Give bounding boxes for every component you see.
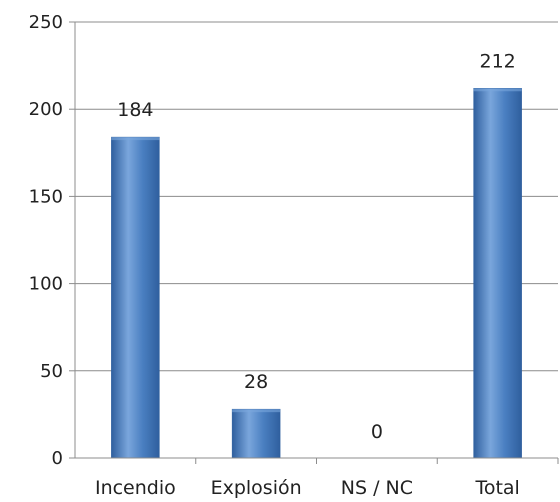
data-label: 0 [371, 421, 383, 443]
data-label: 28 [244, 371, 268, 393]
bar-top-highlight [473, 88, 522, 92]
x-tick-label: NS / NC [341, 477, 413, 499]
y-tick-label: 0 [52, 448, 63, 469]
bar-top-highlight [232, 409, 281, 413]
bar-incendio [111, 136, 160, 459]
data-label: 184 [117, 99, 153, 121]
x-tick-label: Total [474, 477, 519, 499]
y-tick-label: 200 [29, 99, 63, 120]
bar-total [473, 88, 522, 459]
data-label: 212 [479, 50, 515, 72]
bar-explosi-n [231, 408, 281, 459]
axes [69, 21, 559, 464]
x-tick-labels: Incendio Explosión NS / NC Total [95, 477, 520, 499]
y-tick-label: 250 [29, 12, 63, 33]
x-tick-label: Incendio [95, 477, 176, 499]
x-tick-label: Explosión [211, 477, 302, 499]
bar-top-highlight [111, 137, 160, 141]
y-tick-label: 50 [40, 361, 63, 382]
data-labels: 184 28 0 212 [117, 50, 516, 443]
y-tick-labels: 0 50 100 150 200 250 [29, 12, 63, 469]
y-tick-label: 100 [29, 274, 63, 295]
bars [111, 88, 522, 459]
y-tick-label: 150 [29, 186, 63, 207]
